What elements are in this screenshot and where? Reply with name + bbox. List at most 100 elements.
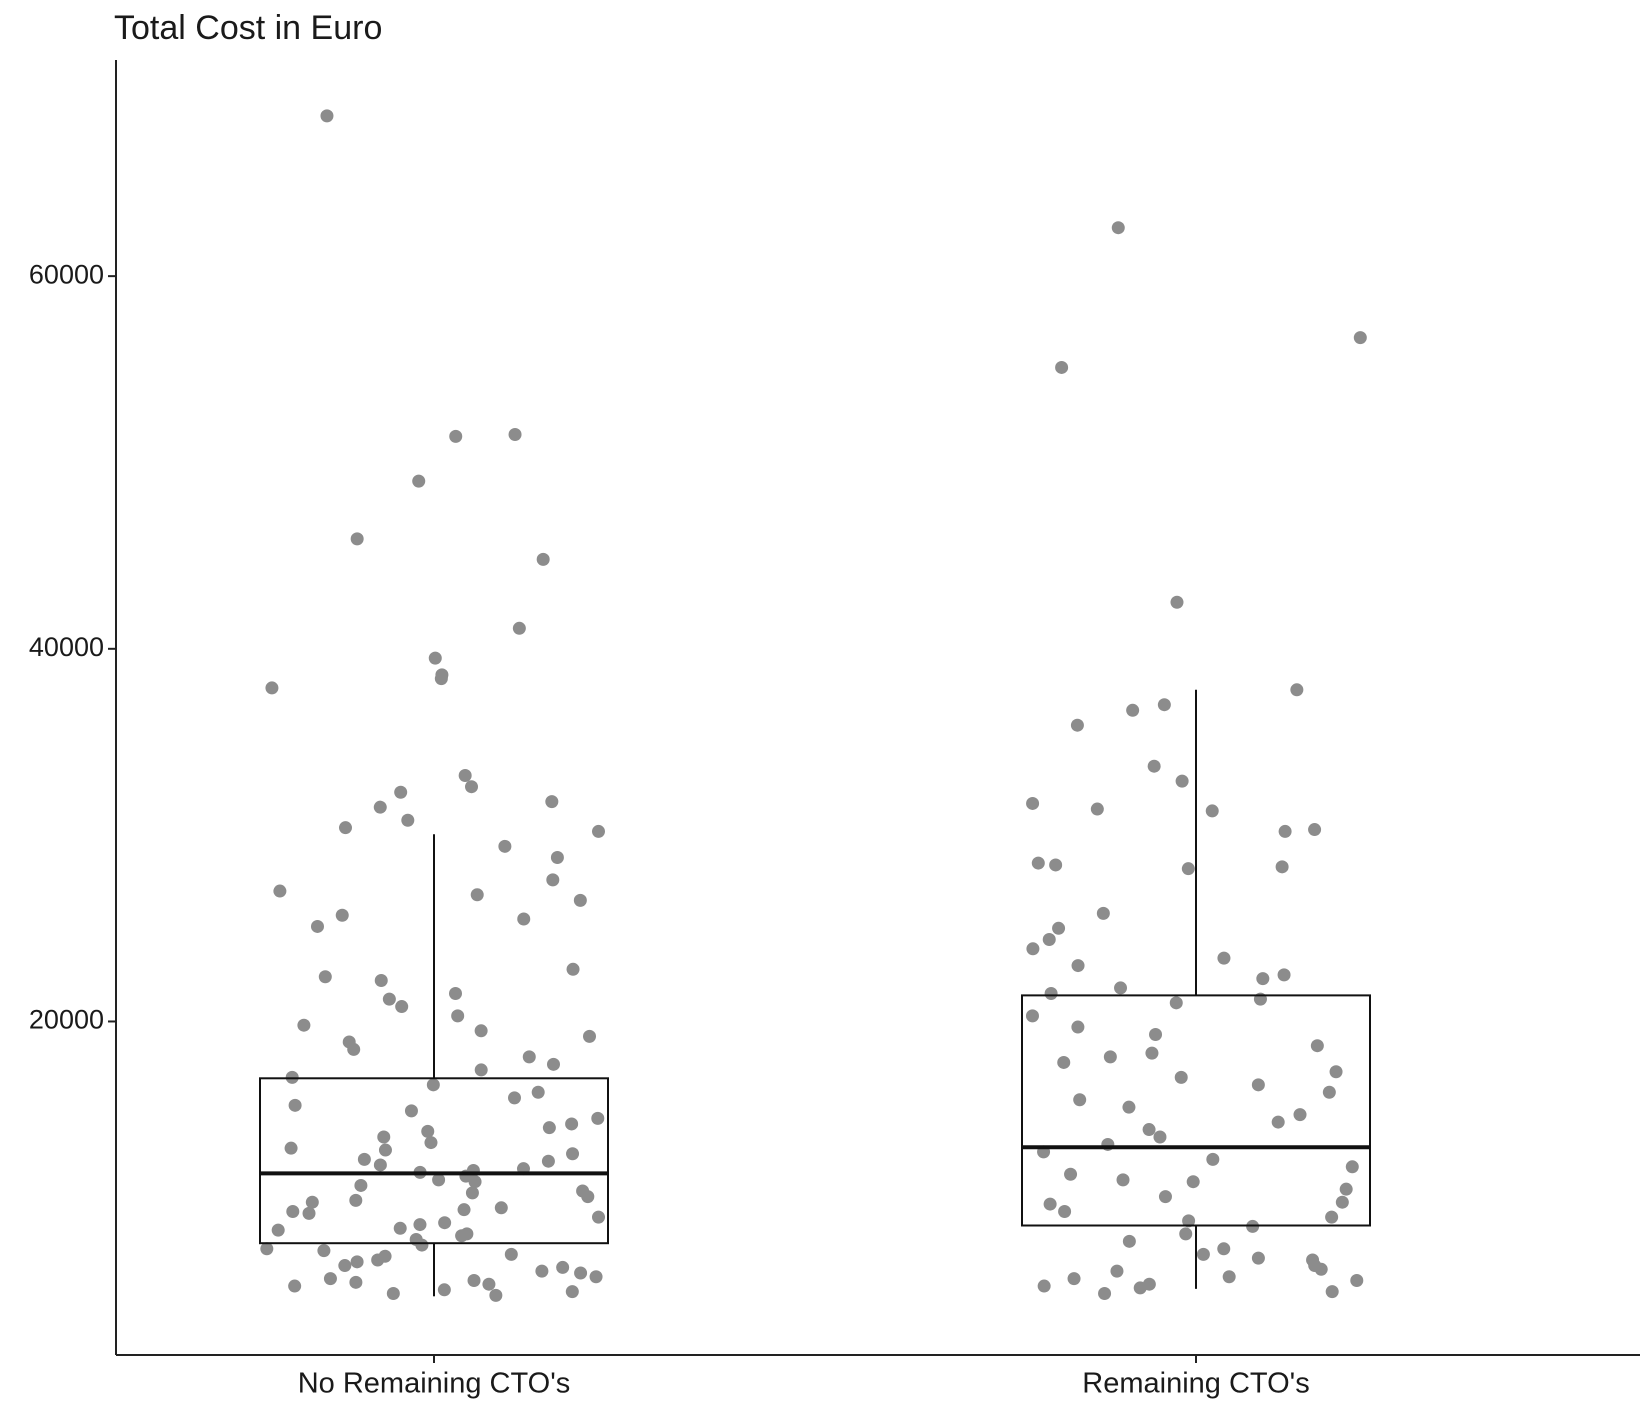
data-point (581, 1190, 595, 1204)
data-point (1025, 1009, 1039, 1023)
data-point (382, 992, 396, 1006)
y-tick-label: 20000 (29, 1005, 104, 1035)
data-point (566, 962, 580, 976)
data-point (297, 1018, 311, 1032)
data-point (1073, 1093, 1087, 1107)
data-point (305, 1195, 319, 1209)
data-point (338, 1259, 352, 1273)
data-point (428, 651, 442, 665)
data-point (271, 1223, 285, 1237)
data-point (494, 1201, 508, 1215)
data-point (260, 1242, 274, 1256)
data-point (474, 1024, 488, 1038)
data-point (438, 1216, 452, 1230)
data-point (288, 1098, 302, 1112)
data-point (1071, 1020, 1085, 1034)
data-point (550, 850, 564, 864)
data-point (1175, 774, 1189, 788)
data-point (1042, 932, 1056, 946)
data-point (338, 821, 352, 835)
data-point (582, 1029, 596, 1043)
data-point (573, 893, 587, 907)
data-point (1114, 981, 1128, 995)
data-point (1037, 1279, 1051, 1293)
data-point (465, 780, 479, 794)
data-point (320, 109, 334, 123)
data-point (1064, 1167, 1078, 1181)
data-point (349, 1275, 363, 1289)
data-point (377, 1130, 391, 1144)
data-point (1145, 1046, 1159, 1060)
data-point (310, 919, 324, 933)
data-point (1275, 860, 1289, 874)
data-point (1293, 1108, 1307, 1122)
data-point (591, 824, 605, 838)
data-point (317, 1244, 331, 1258)
data-point (350, 1255, 364, 1269)
data-point (1026, 942, 1040, 956)
data-point (1052, 921, 1066, 935)
y-tick-label: 40000 (29, 632, 104, 662)
data-point (415, 1238, 429, 1252)
data-point (265, 681, 279, 695)
data-point (286, 1205, 300, 1219)
data-point (574, 1266, 588, 1280)
data-point (349, 1193, 363, 1207)
data-point (1147, 759, 1161, 773)
data-point (1174, 1070, 1188, 1084)
data-point (591, 1111, 605, 1125)
data-point (1322, 1085, 1336, 1099)
data-point (1278, 824, 1292, 838)
data-point (1043, 1197, 1057, 1211)
data-point (1110, 1264, 1124, 1278)
data-point (1142, 1123, 1156, 1137)
data-point (566, 1147, 580, 1161)
data-point (1026, 796, 1040, 810)
chart-title: Total Cost in Euro (114, 9, 382, 47)
data-point (378, 1143, 392, 1157)
data-point (302, 1206, 316, 1220)
data-point (455, 1229, 469, 1243)
data-point (1049, 858, 1063, 872)
data-point (412, 474, 426, 488)
x-tick-label: No Remaining CTO's (298, 1368, 571, 1400)
data-point (350, 532, 364, 546)
data-point (535, 1264, 549, 1278)
data-point (1170, 595, 1184, 609)
data-point (1055, 360, 1069, 374)
data-point (536, 552, 550, 566)
data-point (531, 1085, 545, 1099)
box (259, 1077, 609, 1245)
data-point (448, 987, 462, 1001)
data-point (589, 1270, 603, 1284)
data-point (1122, 1234, 1136, 1248)
data-point (323, 1272, 337, 1286)
data-point (565, 1117, 579, 1131)
data-point (508, 428, 522, 442)
data-point (1070, 718, 1084, 732)
data-point (393, 1221, 407, 1235)
data-point (1251, 1078, 1265, 1092)
data-point (434, 672, 448, 686)
data-point (437, 1283, 451, 1297)
data-point (1111, 221, 1125, 235)
data-point (1335, 1195, 1349, 1209)
data-point (1290, 683, 1304, 697)
data-point (489, 1288, 503, 1302)
data-point (1206, 1152, 1220, 1166)
data-point (374, 973, 388, 987)
data-point (354, 1178, 368, 1192)
data-point (451, 1009, 465, 1023)
data-point (1090, 802, 1104, 816)
data-point (1314, 1262, 1328, 1276)
data-point (1308, 823, 1322, 837)
data-point (468, 1175, 482, 1189)
data-point (556, 1260, 570, 1274)
data-point (1256, 972, 1270, 986)
data-point (1310, 1039, 1324, 1053)
data-point (1169, 996, 1183, 1010)
data-point (1271, 1115, 1285, 1129)
data-point (1057, 1055, 1071, 1069)
data-point (1205, 804, 1219, 818)
data-point (545, 795, 559, 809)
